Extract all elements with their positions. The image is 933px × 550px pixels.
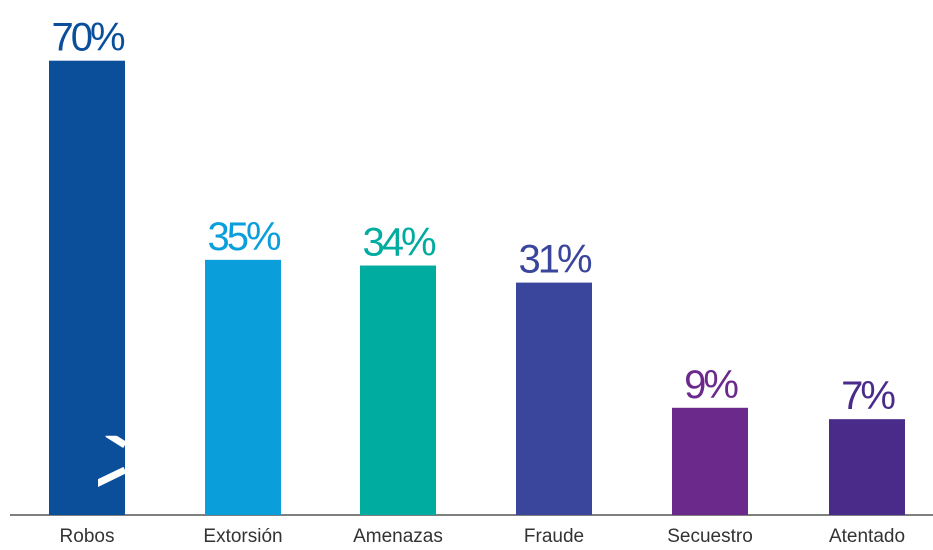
- value-label: 34%: [362, 221, 435, 265]
- value-label: 70%: [51, 16, 124, 60]
- bar: [360, 265, 436, 515]
- value-label: 35%: [207, 215, 280, 259]
- value-label: 9%: [684, 363, 738, 407]
- x-tick-label: Atentado: [829, 526, 905, 547]
- value-label: 31%: [518, 238, 591, 282]
- x-tick-label: Amenazas: [353, 526, 443, 547]
- x-tick-label: Fraude: [524, 526, 584, 547]
- bar: [205, 259, 281, 515]
- x-tick-label: Secuestro: [667, 526, 753, 547]
- bar: [516, 282, 592, 515]
- bar: [49, 60, 125, 515]
- bar: [829, 419, 905, 515]
- bar: [672, 407, 748, 515]
- x-tick-label: Robos: [60, 526, 115, 547]
- value-label: 7%: [841, 374, 895, 418]
- x-tick-label: Extorsión: [203, 526, 282, 547]
